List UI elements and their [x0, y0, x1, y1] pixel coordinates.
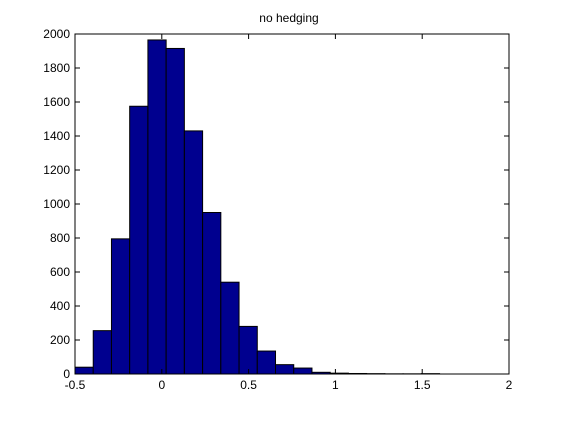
- bars-layer: [74, 39, 441, 375]
- histogram-bar-8: [202, 212, 222, 375]
- x-tick-label: 1: [332, 378, 339, 392]
- histogram-bar-1: [74, 366, 94, 375]
- histogram-bar-13: [293, 367, 313, 375]
- histogram-bar-5: [147, 39, 167, 375]
- y-tick-label: 0: [63, 367, 70, 381]
- ticks-layer: -0.5 0 0.5 1 1.5 2020040060080010001200140016…: [43, 27, 512, 392]
- y-tick-label: 400: [50, 299, 70, 313]
- chart-title: no hedging: [259, 11, 318, 25]
- y-tick-label: 1200: [43, 163, 70, 177]
- histogram-bar-12: [275, 364, 295, 375]
- y-tick-label: 1800: [43, 61, 70, 75]
- y-tick-label: 800: [50, 231, 70, 245]
- histogram-bar-9: [220, 281, 240, 375]
- y-tick-label: 200: [50, 333, 70, 347]
- histogram-bar-3: [110, 238, 131, 375]
- x-tick-label: 2: [506, 378, 513, 392]
- histogram-bar-6: [165, 47, 185, 375]
- x-tick-label: 0.5: [240, 378, 257, 392]
- x-tick-label: 0: [158, 378, 165, 392]
- y-tick-label: 1600: [43, 95, 70, 109]
- histogram-bar-4: [129, 105, 149, 375]
- histogram-bar-11: [256, 350, 277, 375]
- histogram-bar-10: [238, 325, 258, 375]
- x-tick-label: 1.5: [414, 378, 431, 392]
- y-tick-label: 600: [50, 265, 70, 279]
- y-tick-label: 2000: [43, 27, 70, 41]
- histogram-bar-7: [183, 130, 204, 375]
- y-tick-label: 1000: [43, 197, 70, 211]
- histogram-bar-2: [92, 330, 112, 375]
- y-tick-label: 1400: [43, 129, 70, 143]
- x-tick-label: -0.5: [65, 378, 86, 392]
